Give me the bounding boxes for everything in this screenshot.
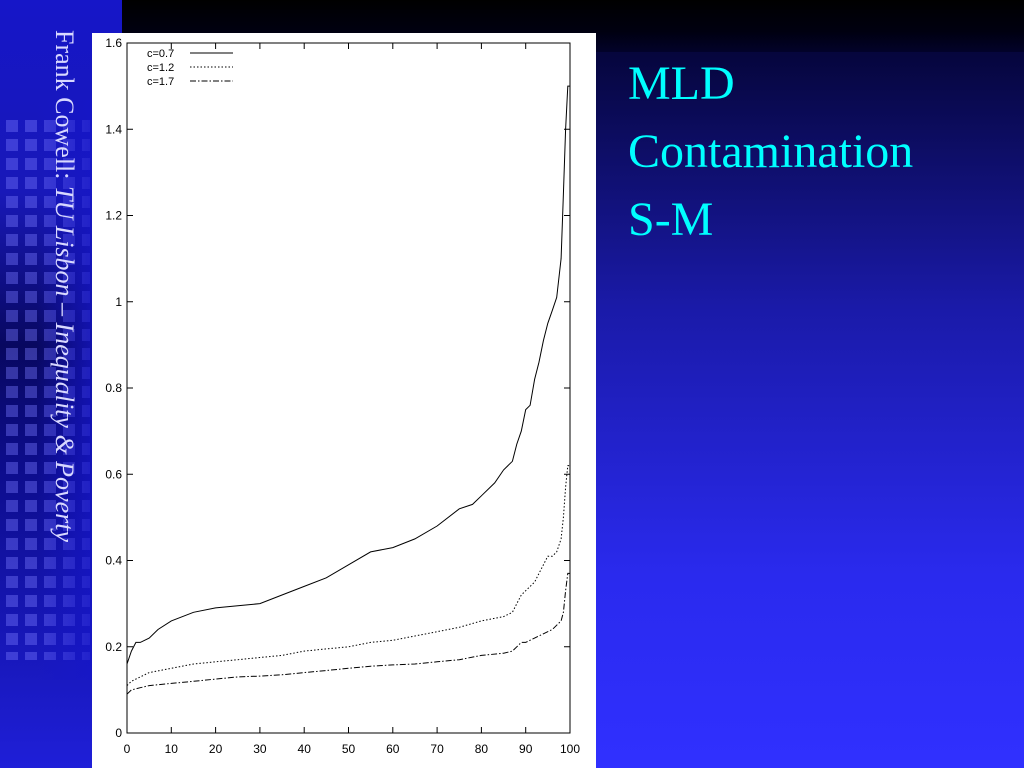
x-tick-label: 90 [519, 742, 533, 756]
x-tick-label: 50 [342, 742, 356, 756]
y-tick-label: 0.4 [105, 554, 122, 568]
x-tick-label: 70 [430, 742, 444, 756]
x-tick-label: 10 [165, 742, 179, 756]
y-tick-label: 0.8 [105, 381, 122, 395]
legend-label-3: c=1.7 [147, 76, 174, 88]
mld-chart: 0 10 20 30 40 50 60 70 80 90 100 0 0.2 0.4 0.6 0.8 1 1.2 1… [105, 36, 580, 756]
course-name: TU Lisbon – Inequality & Poverty [50, 186, 79, 543]
series-line-3 [126, 572, 570, 695]
chart-panel: 0 10 20 30 40 50 60 70 80 90 100 0 0.2 0.4 0.6 0.8 1 1.2 1… [92, 33, 596, 768]
slide-title-line-3: S-M [628, 193, 714, 246]
slide-title-line-2: Contamination [628, 125, 914, 178]
legend-label-1: c=0.7 [147, 48, 174, 60]
x-tick-label: 20 [209, 742, 223, 756]
x-tick-label: 60 [386, 742, 400, 756]
y-tick-label: 0.6 [105, 467, 122, 481]
x-tick-label: 100 [560, 742, 580, 756]
series-line-1 [126, 85, 570, 665]
y-tick-label: 0.2 [105, 640, 122, 654]
chart-legend: c=0.7 c=1.2 c=1.7 [147, 48, 233, 88]
x-tick-label: 40 [298, 742, 312, 756]
vertical-footer-text: Frank Cowell: TU Lisbon – Inequality & P… [44, 30, 84, 740]
y-tick-label: 1 [115, 295, 122, 309]
series-line-2 [126, 465, 570, 686]
slide-title-line-1: MLD [628, 57, 735, 110]
chart-axes: 0 10 20 30 40 50 60 70 80 90 100 0 0.2 0.4 0.6 0.8 1 1.2 1… [105, 36, 580, 756]
slide-title: MLD Contamination S-M [628, 50, 1008, 254]
x-tick-label: 30 [253, 742, 267, 756]
y-tick-label: 1.4 [105, 122, 122, 136]
y-tick-label: 1.2 [105, 209, 122, 223]
y-tick-label: 0 [115, 726, 122, 740]
x-tick-label: 0 [124, 742, 131, 756]
x-tick-label: 80 [475, 742, 489, 756]
y-tick-label: 1.6 [105, 36, 122, 50]
plot-frame [126, 42, 571, 734]
chart-series-lines [126, 85, 570, 695]
legend-label-2: c=1.2 [147, 62, 174, 74]
author-name: Frank Cowell: [50, 30, 79, 186]
